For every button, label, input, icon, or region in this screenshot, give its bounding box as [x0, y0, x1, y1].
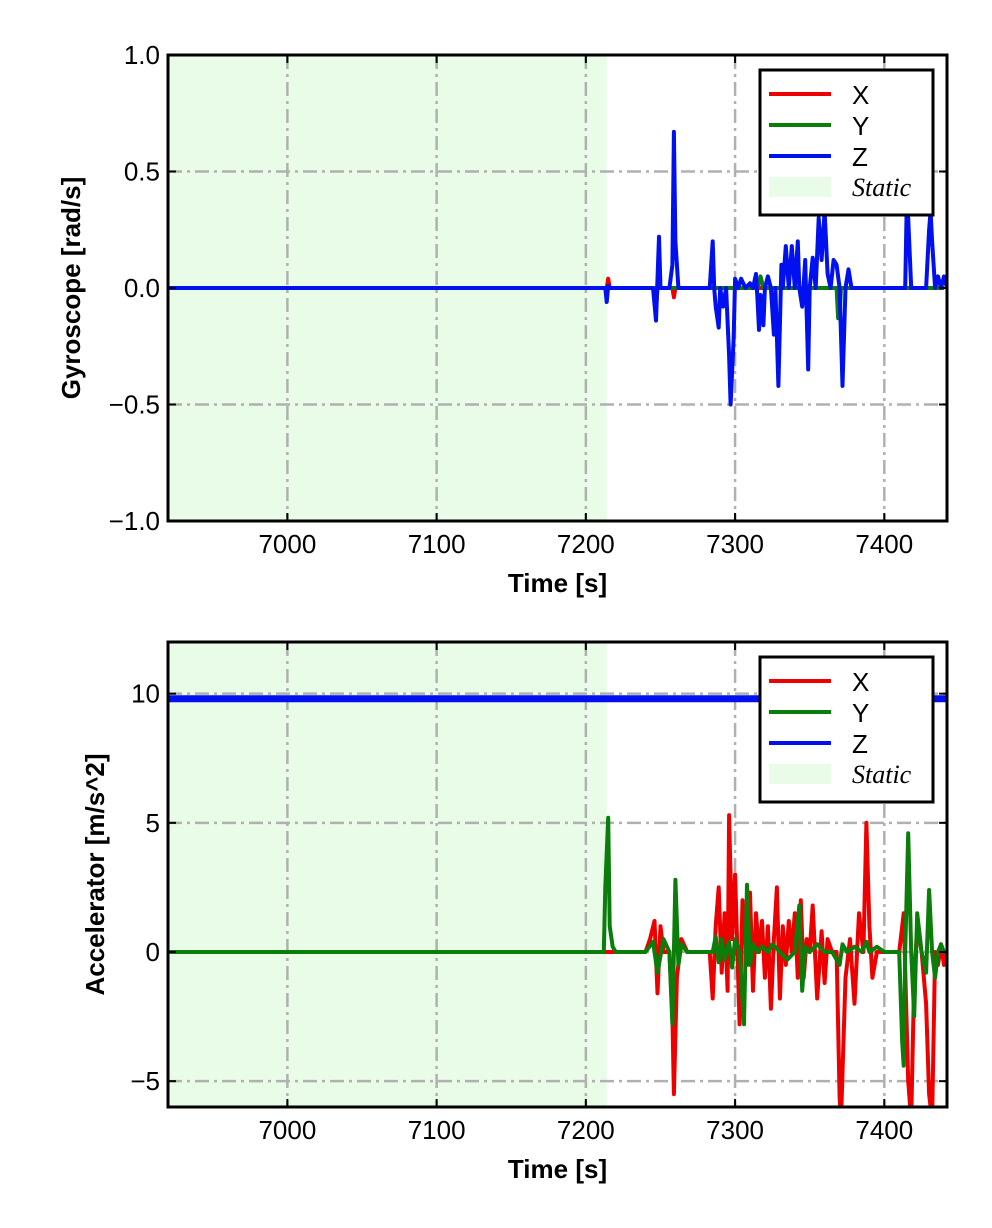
y-tick-label: −0.5 — [109, 390, 160, 420]
x-tick-label: 7100 — [408, 529, 466, 559]
series-line-x — [168, 813, 947, 1107]
legend-label-z: Z — [852, 142, 868, 172]
legend-label-x: X — [852, 667, 869, 697]
x-axis-label: Time [s] — [508, 568, 607, 598]
y-tick-label: 0.5 — [124, 157, 160, 187]
x-tick-label: 7000 — [258, 529, 316, 559]
series-line-z — [168, 129, 947, 407]
y-tick-label: 5 — [146, 808, 160, 838]
x-tick-label: 7300 — [706, 529, 764, 559]
y-axis-label: Gyroscope [rad/s] — [56, 177, 86, 400]
legend-label-z: Z — [852, 729, 868, 759]
gyroscope-panel: 7000 7100 7200 7300 7400 1.0 0.5 0.0 −0.5 −1.0 Tim… — [56, 40, 949, 598]
x-tick-label: 7300 — [706, 1115, 764, 1145]
legend-swatch-static — [769, 764, 831, 784]
y-tick-label: 0 — [146, 937, 160, 967]
legend-label-static: Static — [852, 760, 912, 789]
y-axis-label: Accelerator [m/s^2] — [80, 753, 110, 995]
legend-label-y: Y — [852, 698, 869, 728]
y-tick-label: −5 — [130, 1066, 160, 1096]
axes-frame — [166, 640, 949, 1109]
static-region — [168, 642, 607, 1107]
x-axis-label: Time [s] — [508, 1154, 607, 1184]
y-tick-label: 0.0 — [124, 273, 160, 303]
y-tick-label: 10 — [131, 679, 160, 709]
x-tick-label: 7100 — [408, 1115, 466, 1145]
legend-label-static: Static — [852, 173, 912, 202]
x-tick-label: 7200 — [557, 1115, 615, 1145]
series-line-y — [168, 815, 947, 1068]
x-tick-label: 7400 — [855, 529, 913, 559]
x-tick-label: 7400 — [855, 1115, 913, 1145]
y-tick-label: −1.0 — [109, 506, 160, 536]
accelerometer-panel: 7000 7100 7200 7300 7400 10 5 0 −5 Time [s] Accele… — [80, 640, 949, 1184]
legend-label-x: X — [852, 80, 869, 110]
y-tick-label: 1.0 — [124, 40, 160, 70]
x-tick-label: 7200 — [557, 529, 615, 559]
x-tick-label: 7000 — [258, 1115, 316, 1145]
legend-swatch-static — [769, 177, 831, 197]
legend-label-y: Y — [852, 111, 869, 141]
